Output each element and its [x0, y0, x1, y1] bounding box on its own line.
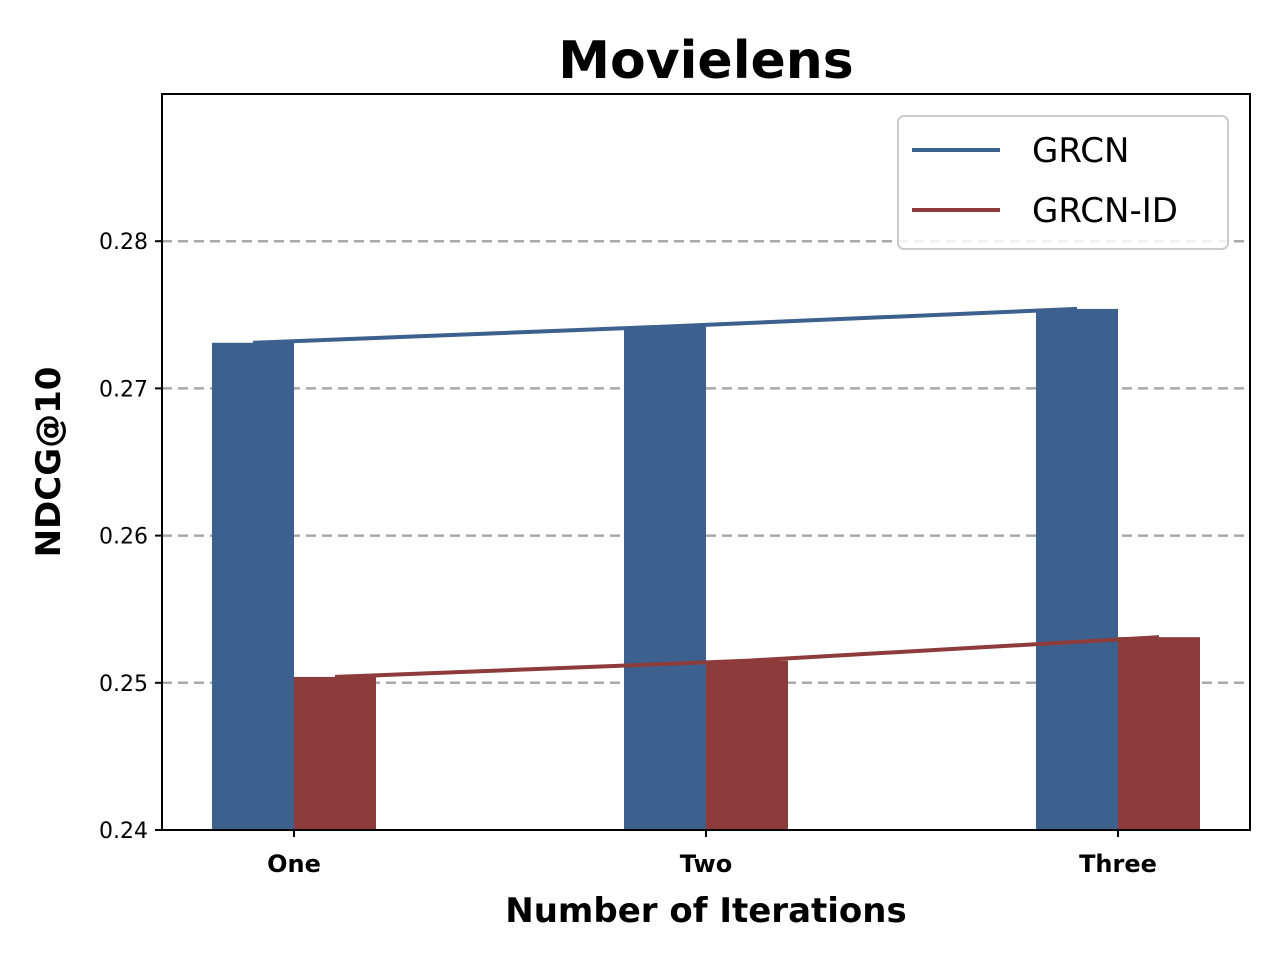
y-tick-label: 0.28: [99, 230, 148, 255]
legend-label-grcn: GRCN: [1032, 131, 1129, 171]
legend-label-grcn-id: GRCN-ID: [1032, 191, 1178, 231]
trend-lines: [252, 306, 1160, 679]
y-axis-label: NDCG@10: [29, 367, 69, 558]
x-tick-label: Two: [680, 850, 732, 878]
trend-line-grcn-id: [334, 635, 1160, 679]
x-tick-label: One: [267, 850, 321, 878]
x-tick-label: Three: [1079, 850, 1157, 878]
x-axis-label: Number of Iterations: [505, 891, 906, 931]
bar-grcn-three: [1036, 308, 1118, 830]
bar-grcn-id-one: [294, 676, 376, 830]
legend: GRCN GRCN-ID: [897, 115, 1229, 250]
x-axis-ticks: One Two Three: [267, 830, 1157, 878]
y-tick-label: 0.24: [99, 819, 148, 844]
chart-title: Movielens: [558, 31, 854, 91]
y-tick-label: 0.26: [99, 525, 148, 550]
y-tick-label: 0.25: [99, 672, 148, 697]
bar-grcn-id-three: [1118, 637, 1200, 830]
y-axis-ticks: 0.24 0.25 0.26 0.27 0.28: [99, 230, 162, 844]
bars: [212, 308, 1200, 830]
y-tick-label: 0.27: [99, 377, 148, 402]
bar-grcn-id-two: [706, 660, 788, 830]
trend-line-grcn: [252, 306, 1078, 345]
bar-grcn-one: [212, 342, 294, 830]
bar-grcn-two: [624, 326, 706, 830]
